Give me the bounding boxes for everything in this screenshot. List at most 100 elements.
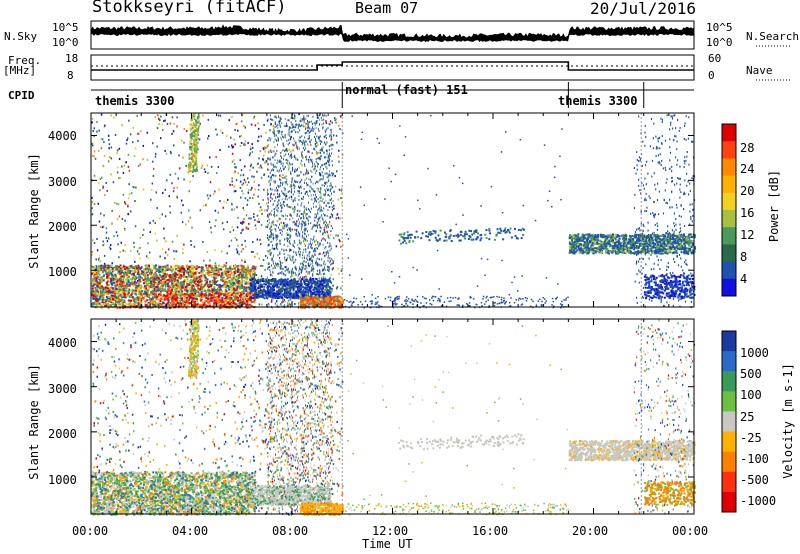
power-cell (277, 207, 279, 210)
power-cell (326, 172, 328, 175)
power-cell (209, 259, 211, 262)
power-cell (269, 251, 271, 254)
power-cell (329, 134, 331, 137)
power-cell (317, 137, 319, 140)
power-cell (191, 226, 193, 229)
power-cell (245, 286, 248, 289)
power-cell (128, 193, 131, 196)
power-cell (267, 207, 269, 210)
power-cell (291, 270, 294, 273)
power-cell (328, 188, 330, 191)
power-cell (241, 120, 243, 123)
power-cell (108, 138, 110, 141)
power-cell (303, 255, 305, 258)
power-cell (285, 192, 288, 195)
power-cell (99, 212, 102, 215)
power-cell (269, 236, 271, 239)
power-cell (193, 297, 196, 300)
power-cell (161, 129, 164, 132)
power-cell (187, 273, 190, 276)
power-cell (326, 214, 328, 217)
power-cell (288, 302, 291, 305)
power-cell (276, 116, 278, 119)
power-cell (195, 295, 198, 298)
power-data (91, 113, 696, 309)
power-cell (251, 146, 254, 149)
power-cell (99, 178, 102, 181)
power-cell (248, 222, 250, 225)
power-cell (294, 261, 296, 264)
power-cell (221, 222, 224, 225)
power-cell (316, 273, 318, 276)
power-cell (286, 139, 288, 142)
power-cell (136, 114, 138, 117)
power-cell (303, 224, 305, 227)
power-cell (288, 166, 290, 169)
power-cell (92, 154, 94, 157)
power-cell (256, 252, 259, 255)
power-cell (288, 148, 290, 151)
power-cell (98, 270, 101, 273)
power-cell (281, 214, 283, 217)
power-cell (124, 228, 126, 231)
power-cell (119, 250, 121, 253)
power-cell (190, 146, 193, 149)
power-cell (267, 256, 269, 259)
power-cell (316, 144, 319, 147)
power-cell (301, 223, 303, 226)
power-cell (226, 134, 228, 137)
power-cell (320, 192, 322, 195)
power-cell (327, 160, 329, 163)
power-cell (156, 127, 159, 130)
power-cell (118, 158, 121, 161)
power-cell (109, 244, 112, 247)
power-cell (276, 248, 278, 251)
power-cell (267, 169, 269, 172)
power-cell (189, 180, 192, 183)
power-cell (245, 297, 248, 300)
power-cell (143, 292, 146, 295)
power-cell (267, 197, 269, 200)
power-cell (111, 262, 113, 265)
power-cell (110, 173, 112, 176)
power-cell (305, 147, 307, 150)
power-cell (329, 220, 331, 223)
power-cell (316, 152, 318, 155)
power-cell (237, 244, 239, 247)
power-cell (278, 203, 280, 206)
power-cell (239, 144, 242, 147)
power-cell (156, 239, 158, 242)
power-cell (91, 291, 94, 294)
power-cell (284, 214, 286, 217)
power-cell (274, 159, 276, 162)
xtick-2000: 20:00 (572, 524, 608, 538)
power-cell (271, 225, 273, 228)
power-cell (319, 140, 321, 143)
power-cell (311, 166, 313, 169)
power-cell (174, 291, 177, 294)
power-cell (104, 291, 107, 294)
power-cell (334, 185, 337, 188)
power-cell (292, 228, 294, 231)
power-cell (335, 234, 337, 237)
velocity-ytick-3000: 3000 (48, 382, 77, 396)
power-cell (182, 252, 184, 255)
power-cell (240, 221, 242, 224)
power-cell (91, 265, 94, 268)
power-cell (131, 185, 134, 188)
power-cell (323, 184, 325, 187)
power-cell (99, 260, 102, 263)
power-cell (275, 197, 277, 200)
power-cell (295, 283, 297, 286)
power-cell (236, 226, 239, 229)
power-cell (327, 127, 329, 130)
power-cell (290, 187, 292, 190)
power-cell (329, 276, 331, 279)
power-cell (308, 178, 310, 181)
power-cell (287, 223, 289, 226)
power-cell (330, 128, 332, 131)
power-cell (220, 265, 223, 268)
power-cell (276, 234, 278, 237)
power-cell (320, 195, 322, 198)
power-cell (159, 119, 161, 122)
